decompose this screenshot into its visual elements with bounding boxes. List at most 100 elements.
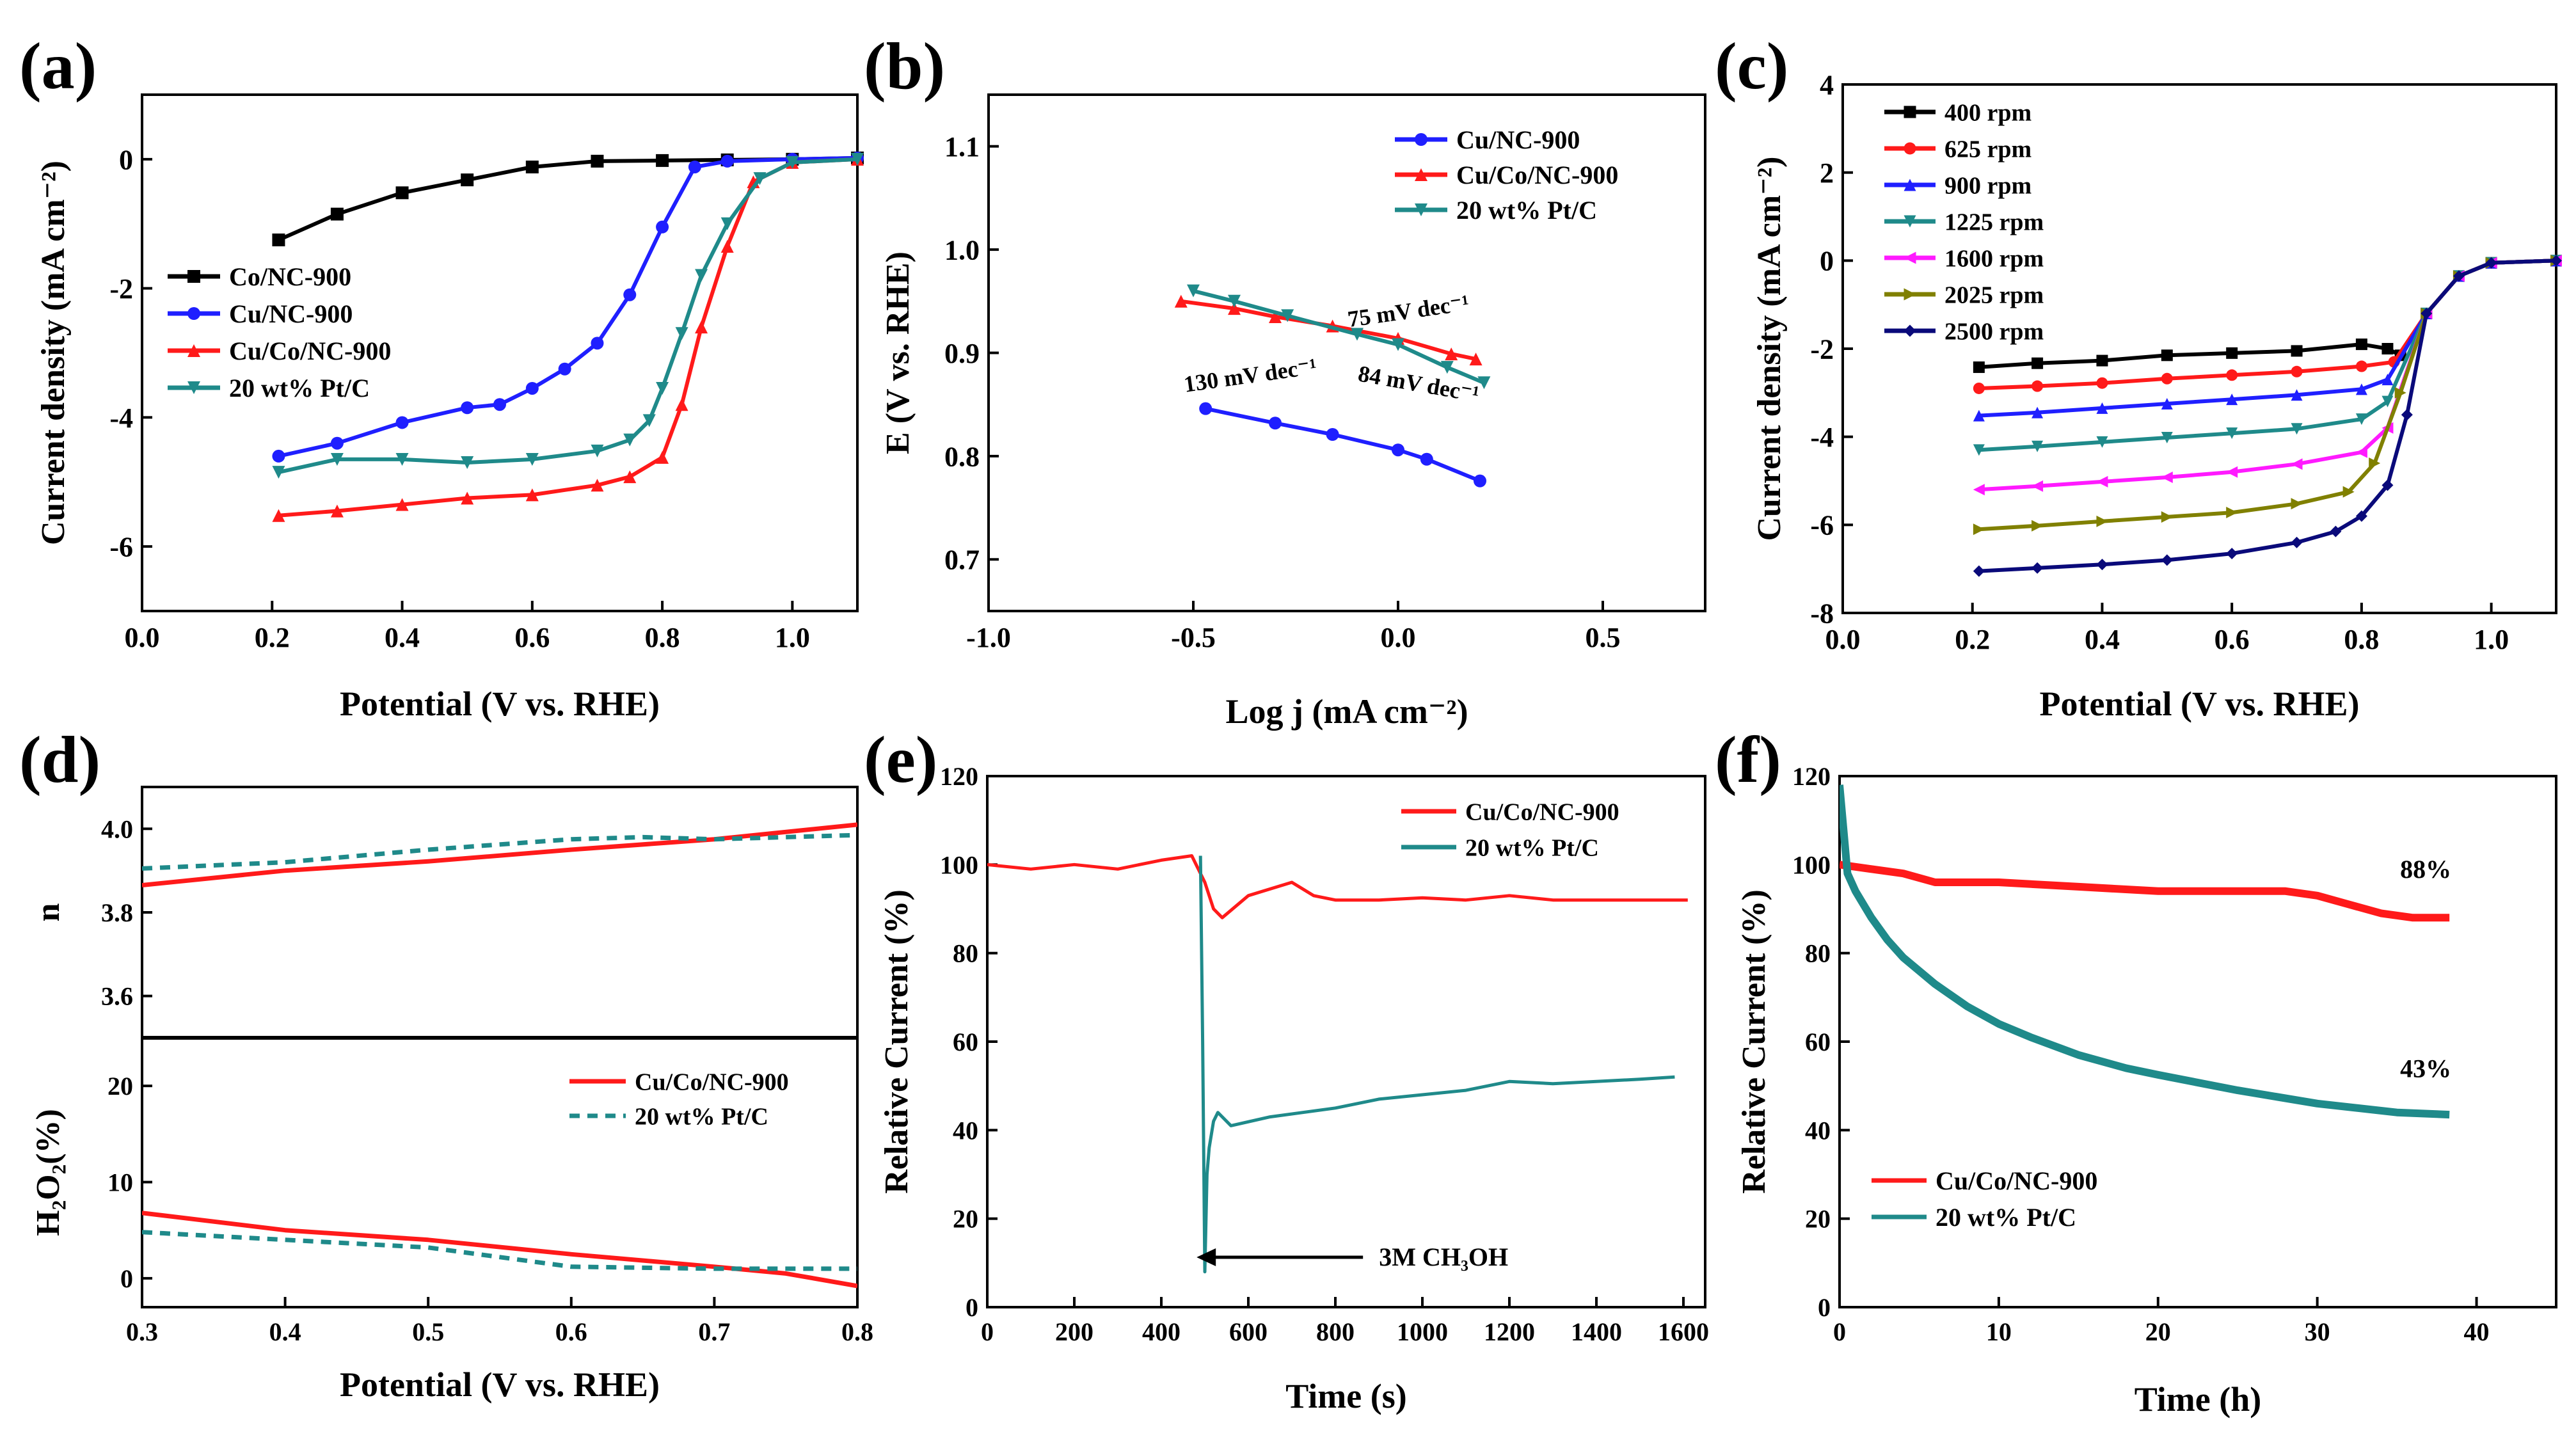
legend-marker: [1904, 142, 1916, 155]
x-tick-label: 200: [1055, 1317, 1093, 1346]
data-point: [1973, 361, 1985, 373]
y-axis-title: Relative Current (%): [1736, 889, 1772, 1194]
x-tick-label: 0.8: [841, 1317, 873, 1346]
legend-label: 20 wt% Pt/C: [229, 374, 370, 402]
x-tick-label: 0: [1833, 1317, 1846, 1346]
data-point: [2342, 486, 2355, 498]
panel-label: (e): [864, 723, 937, 797]
data-point: [330, 452, 344, 466]
panel-b: (b) -1.0 -0.5 0.0 0.5 0.7 0.8 0.9 1.0 1.1 Cu/NC-90…: [864, 29, 1706, 731]
data-point: [591, 444, 604, 457]
series-line: [1978, 258, 2556, 492]
data-point: [2031, 440, 2044, 452]
x-tick-label: 0.6: [2214, 624, 2250, 655]
data-point: [1187, 284, 1200, 298]
y-tick-label: 120: [1792, 762, 1831, 791]
y-tick-label: 60: [953, 1028, 978, 1056]
data-point: [2031, 480, 2044, 492]
panel-label: (d): [19, 723, 100, 797]
legend-label: Co/NC-900: [229, 262, 351, 291]
x-tick-label: 0.6: [514, 622, 550, 653]
data-point: [623, 433, 637, 447]
y-tick-label: 4.0: [101, 814, 133, 843]
data-point: [2031, 357, 2044, 369]
data-point: [688, 160, 701, 173]
data-point: [2096, 354, 2108, 367]
y-tick-label: 100: [1792, 850, 1831, 879]
data-point: [395, 498, 409, 511]
legend-label: 625 rpm: [1944, 136, 2031, 163]
data-point: [1440, 361, 1454, 374]
x-tick-label: 0.3: [126, 1317, 158, 1346]
legend-label: 1600 rpm: [1944, 245, 2044, 272]
legend-marker: [187, 344, 200, 357]
data-point: [695, 321, 708, 334]
data-point: [2226, 548, 2238, 560]
data-point: [2355, 338, 2367, 351]
data-point: [330, 436, 344, 450]
series-line: [1978, 258, 2556, 369]
panel-a: (a) 0.0 0.2 0.4 0.6 0.8 1.0 -6 -4 -2 0 Co/NC-900 Cu/…: [19, 29, 864, 723]
y-tick-label: 120: [940, 762, 978, 791]
x-tick-label: 0.8: [2344, 624, 2379, 655]
series-line: [1205, 406, 1481, 483]
y-axis-title: H₂O₂(%): [30, 1109, 67, 1236]
x-tick-label: 1.0: [2474, 624, 2509, 655]
legend-label: 20 wt% Pt/C: [1465, 834, 1599, 861]
x-tick-label: 0.5: [1586, 622, 1621, 653]
slope-annotation: 130 mV dec⁻¹: [1182, 353, 1319, 397]
data-point: [675, 398, 688, 411]
x-tick-label: 0.2: [1955, 624, 1990, 655]
data-point: [1228, 294, 1241, 308]
data-point: [2421, 307, 2433, 319]
x-tick-label: 30: [2305, 1317, 2330, 1346]
data-point: [1228, 302, 1241, 315]
data-point: [2161, 511, 2173, 523]
data-point: [2161, 372, 2173, 385]
data-point: [330, 504, 344, 518]
data-point: [2291, 458, 2303, 470]
data-point: [2291, 498, 2303, 510]
panel-label: (c): [1715, 29, 1788, 103]
series-line: [142, 1230, 857, 1271]
data-point: [395, 452, 409, 466]
y-tick-label: 40: [953, 1116, 978, 1145]
data-point: [2096, 559, 2108, 571]
data-point: [2381, 343, 2394, 354]
data-point: [2355, 383, 2367, 395]
data-point: [2291, 389, 2303, 401]
plot-frame: [1841, 83, 2557, 614]
data-point: [720, 154, 734, 168]
data-point: [272, 509, 285, 522]
y-tick-label: 1.0: [944, 235, 980, 266]
data-point: [2291, 365, 2303, 377]
legend-marker: [1904, 324, 1916, 337]
slope-annotation: 84 mV dec⁻¹: [1356, 361, 1481, 408]
data-point: [461, 173, 474, 187]
data-point: [2161, 398, 2173, 410]
y-tick-label: -4: [1810, 422, 1834, 453]
legend-label: 20 wt% Pt/C: [1936, 1203, 2076, 1232]
panel-c: (c) 0.0 0.2 0.4 0.6 0.8 1.0 -8 -6 -4 -2 0 2 4 400 rpm 6…: [1715, 29, 2562, 723]
series-line: [142, 832, 857, 871]
x-tick-label: 0.7: [698, 1317, 730, 1346]
x-axis-title: Potential (V vs. RHE): [2040, 685, 2360, 723]
x-tick-label: 1000: [1397, 1317, 1448, 1346]
data-point: [1973, 523, 1985, 536]
data-point: [493, 398, 506, 411]
percent-annotation: 88%: [2400, 855, 2451, 884]
data-point: [1973, 484, 1985, 496]
x-axis-title: Potential (V vs. RHE): [340, 1365, 660, 1404]
legend-label: Cu/Co/NC-900: [1456, 161, 1618, 189]
panel-label: (b): [864, 29, 945, 103]
series-line: [142, 1211, 857, 1289]
data-point: [2381, 374, 2394, 386]
x-tick-label: 1200: [1484, 1317, 1535, 1346]
x-tick-label: 1.0: [775, 622, 810, 653]
data-point: [1281, 309, 1294, 322]
data-point: [395, 416, 409, 429]
data-point: [272, 466, 285, 479]
data-point: [1269, 417, 1282, 430]
